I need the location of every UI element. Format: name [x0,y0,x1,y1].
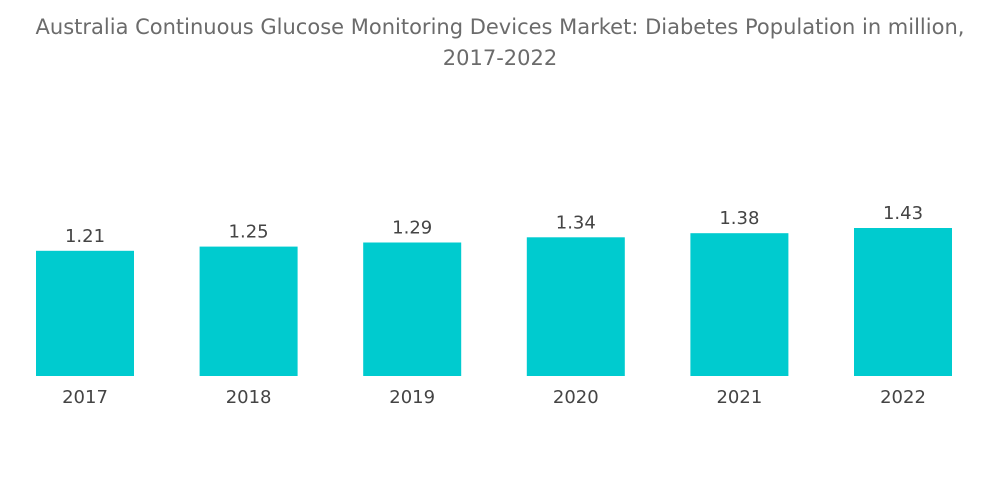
x-tick-label-2020: 2020 [553,387,599,408]
data-label-2021: 1.38 [719,208,759,229]
data-label-2019: 1.29 [392,218,432,239]
data-label-2022: 1.43 [883,203,923,224]
bar-2019 [363,242,462,376]
x-tick-label-2019: 2019 [389,387,435,408]
data-label-2017: 1.21 [65,226,105,247]
data-label-2018: 1.25 [229,222,269,243]
bar-2017 [36,250,134,376]
x-tick-label-2018: 2018 [226,387,272,408]
data-label-2020: 1.34 [556,212,596,233]
chart-title-line-2: 2017-2022 [442,46,558,70]
bar-2020 [526,237,625,376]
chart-title: Australia Continuous Glucose Monitoring … [0,12,1000,74]
x-tick-label-2017: 2017 [62,387,108,408]
bar-2021 [690,233,789,376]
bar-2022 [854,228,952,376]
x-tick-label-2021: 2021 [716,387,762,408]
chart-title-line-1: Australia Continuous Glucose Monitoring … [35,15,965,39]
bar-2018 [199,246,298,376]
x-tick-label-2022: 2022 [880,387,926,408]
